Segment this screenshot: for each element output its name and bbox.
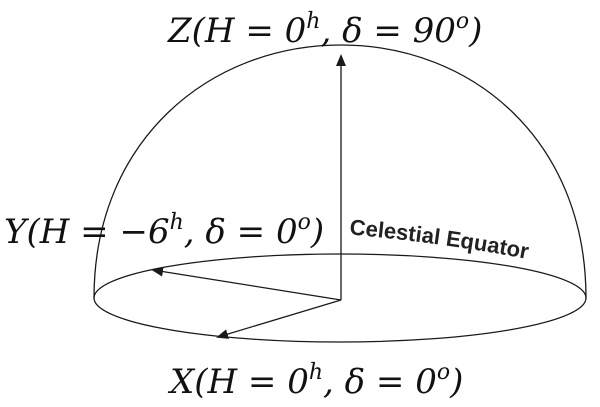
z-axis-label: Z(H = 0h, δ = 90o): [167, 9, 482, 51]
celestial-equator-text: Celestial Equator: [349, 214, 532, 264]
equator-ellipse: [93, 253, 587, 343]
x-axis-label: X(H = 0h, δ = 0o): [167, 360, 463, 402]
celestial-equator-label: Celestial Equator: [349, 214, 532, 264]
hemisphere-outline: [93, 44, 587, 299]
y-axis-arrow: [151, 266, 342, 301]
y-axis-label: Y(H = −6h, δ = 0o): [4, 210, 324, 252]
x-axis-arrow: [216, 299, 342, 339]
